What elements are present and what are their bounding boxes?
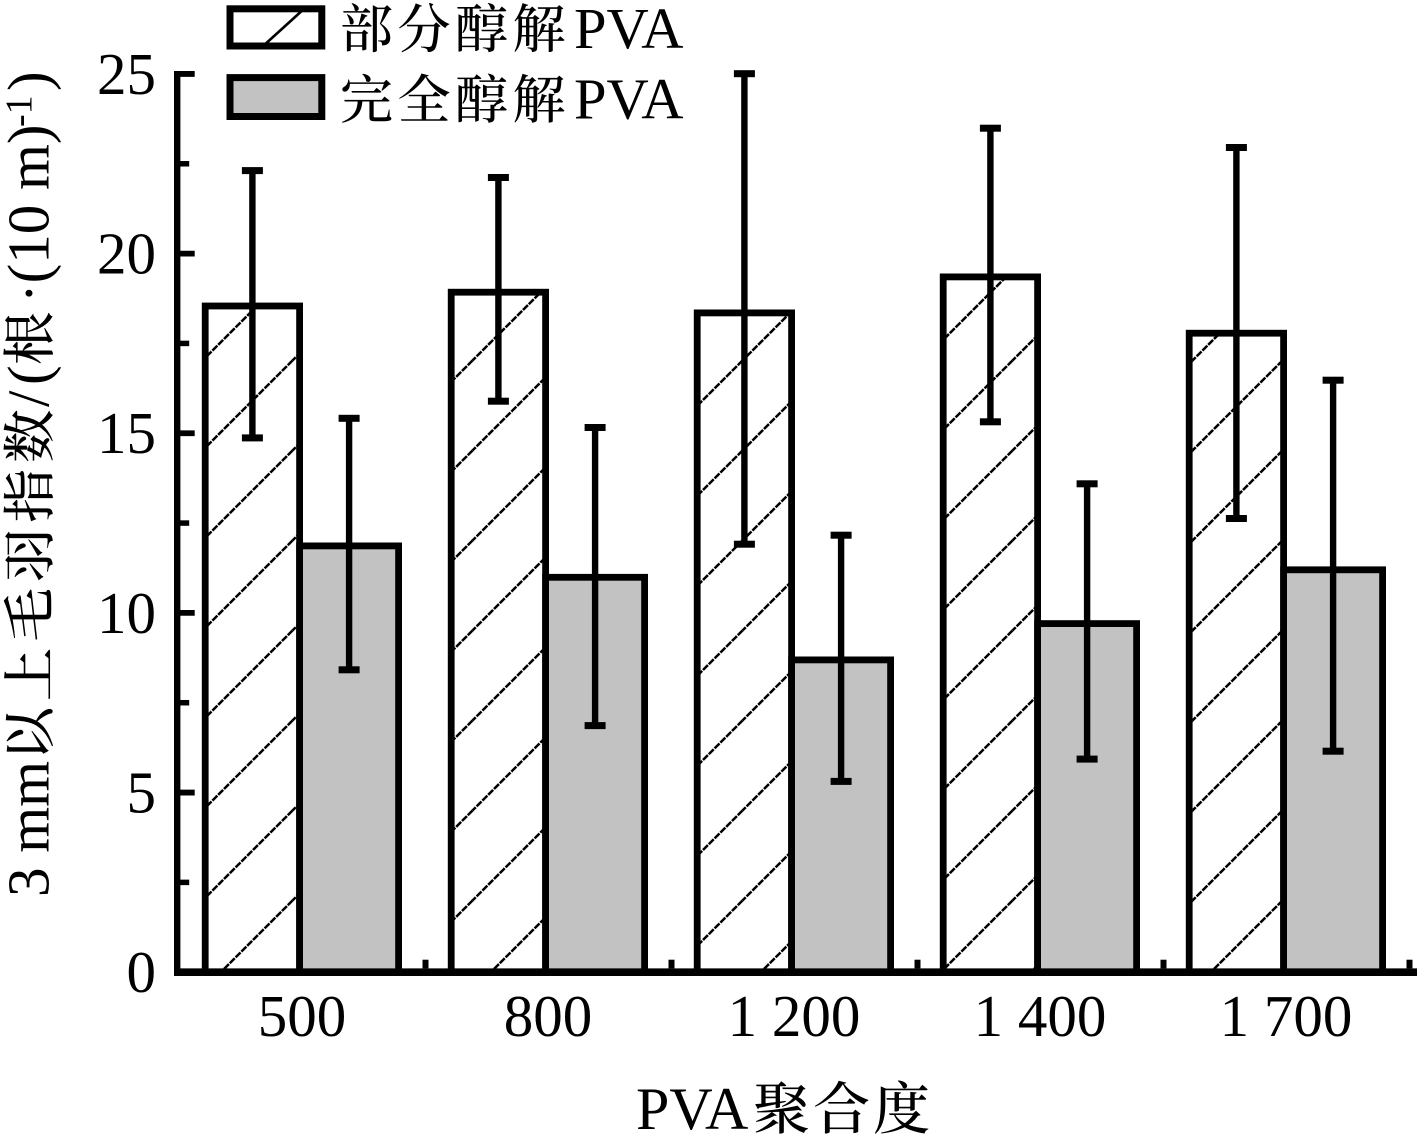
svg-text:20: 20 — [97, 221, 156, 287]
svg-text:5: 5 — [127, 760, 157, 826]
svg-text:10: 10 — [97, 580, 156, 646]
svg-text:·(10 m): ·(10 m) — [0, 124, 62, 303]
svg-text:-1: -1 — [0, 95, 41, 127]
svg-text:1 400: 1 400 — [974, 983, 1107, 1049]
svg-text:1 700: 1 700 — [1220, 983, 1353, 1049]
svg-text:500: 500 — [258, 983, 347, 1049]
svg-text:3 mm: 3 mm — [0, 761, 62, 897]
svg-text:PVA: PVA — [636, 1076, 748, 1140]
svg-text:15: 15 — [97, 400, 156, 466]
svg-text:/: / — [0, 390, 62, 407]
svg-text:): ) — [0, 71, 62, 91]
svg-text:PVA: PVA — [574, 66, 684, 131]
svg-text:800: 800 — [504, 983, 593, 1049]
svg-text:0: 0 — [127, 939, 157, 1005]
svg-text:25: 25 — [97, 41, 156, 107]
svg-text:1 200: 1 200 — [728, 983, 861, 1049]
svg-text:PVA: PVA — [574, 0, 684, 61]
svg-text:(: ( — [0, 365, 62, 385]
